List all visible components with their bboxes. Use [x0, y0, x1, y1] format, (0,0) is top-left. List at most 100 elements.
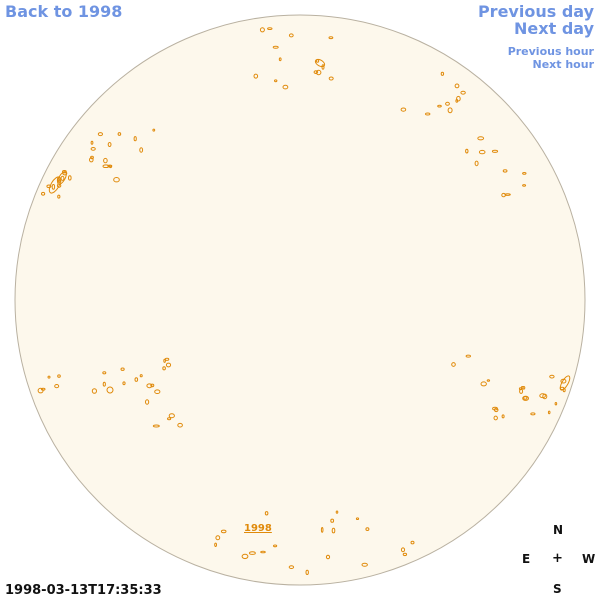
- magnetic-feature: [260, 550, 266, 554]
- magnetic-feature: [134, 377, 139, 382]
- magnetic-feature: [220, 529, 227, 534]
- magnetic-feature: [57, 194, 61, 199]
- compass-north-label: N: [553, 523, 564, 537]
- magnetic-feature: [113, 177, 120, 183]
- next-hour-link[interactable]: Next hour: [532, 58, 595, 71]
- magnetic-feature: [133, 136, 137, 142]
- compass-west-label: W: [582, 552, 596, 566]
- magnetic-feature: [167, 417, 172, 421]
- magnetic-feature: [253, 73, 259, 79]
- magnetic-feature: [314, 58, 326, 68]
- magnetic-feature: [37, 387, 44, 394]
- magnetic-feature: [465, 354, 471, 358]
- magnetic-feature: [330, 518, 335, 523]
- magnetic-feature: [547, 410, 551, 415]
- magnetic-feature: [365, 527, 370, 531]
- magnetic-feature: [331, 527, 336, 534]
- magnetic-feature: [57, 374, 61, 378]
- magnetic-feature: [278, 57, 282, 62]
- magnetic-feature: [117, 132, 122, 136]
- magnetic-feature: [152, 424, 160, 428]
- magnetic-feature: [154, 389, 161, 395]
- magnetic-feature: [150, 383, 155, 388]
- compass-east-label: E: [522, 552, 531, 566]
- magnetic-feature: [400, 547, 406, 553]
- magnetic-feature: [273, 544, 278, 548]
- magnetic-feature: [454, 83, 460, 89]
- magnetic-feature: [177, 422, 183, 428]
- magnetic-feature: [305, 569, 309, 576]
- magnetic-feature: [474, 160, 479, 167]
- magnetic-feature: [60, 175, 65, 181]
- magnetic-feature: [465, 148, 469, 154]
- previous-day-link[interactable]: Previous day: [477, 2, 594, 21]
- magnetic-feature: [460, 90, 466, 95]
- magnetic-feature: [168, 413, 175, 419]
- magnetic-feature: [282, 84, 289, 90]
- magnetic-feature: [491, 149, 499, 153]
- magnetic-feature: [410, 540, 415, 545]
- magnetic-feature: [320, 527, 324, 533]
- magnetic-feature: [402, 552, 408, 557]
- magnetic-feature: [335, 510, 339, 514]
- magnetic-feature: [313, 70, 319, 74]
- magnetic-feature: [559, 375, 571, 391]
- magnetic-feature: [90, 147, 96, 151]
- magnetic-feature: [215, 535, 221, 541]
- magnetic-feature: [139, 374, 143, 378]
- magnetic-feature: [41, 191, 46, 196]
- previous-hour-link[interactable]: Previous hour: [507, 45, 594, 58]
- magnetic-feature: [91, 388, 98, 394]
- next-day-link[interactable]: Next day: [514, 19, 594, 38]
- magnetic-feature: [539, 393, 546, 399]
- magnetic-feature: [165, 362, 172, 368]
- magnetic-contours: [37, 27, 571, 576]
- disk-year-link[interactable]: 1998: [244, 523, 272, 534]
- magnetic-feature: [259, 27, 265, 33]
- magnetic-feature: [102, 371, 107, 375]
- magnetic-feature: [361, 562, 368, 567]
- magnetic-feature: [120, 367, 125, 371]
- magnetic-feature: [51, 184, 56, 190]
- observation-timestamp: 1998-03-13T17:35:33: [5, 583, 162, 598]
- magnetic-feature: [162, 366, 166, 371]
- magnetic-feature: [328, 36, 334, 40]
- magnetic-feature: [549, 374, 555, 379]
- magnetic-feature: [89, 157, 94, 163]
- magnetic-feature: [522, 395, 529, 401]
- magnetic-feature: [106, 386, 114, 394]
- magnetic-feature: [163, 358, 166, 363]
- magnetic-feature: [146, 383, 153, 389]
- magnetic-feature: [54, 384, 60, 389]
- magnetic-feature: [325, 554, 331, 560]
- magnetic-feature: [152, 128, 156, 132]
- solar-disk: [14, 14, 586, 586]
- magnetic-feature: [315, 69, 322, 76]
- magnetic-feature: [103, 157, 108, 164]
- magnetic-feature: [355, 517, 360, 521]
- magnetic-feature: [437, 104, 442, 108]
- compass-south-label: S: [553, 582, 562, 596]
- magnetic-feature: [501, 414, 505, 419]
- magnetic-feature: [102, 381, 106, 387]
- magnetic-feature: [122, 381, 126, 386]
- magnetic-feature: [478, 149, 486, 155]
- compass-center-icon: +: [552, 551, 563, 566]
- magnetic-feature: [522, 184, 527, 187]
- magnetic-feature: [47, 375, 51, 379]
- magnetic-feature: [241, 553, 249, 560]
- magnetic-feature: [447, 107, 453, 114]
- magnetic-feature: [455, 99, 459, 103]
- magnetic-feature: [90, 140, 94, 145]
- magnetic-feature: [477, 136, 485, 141]
- back-to-year-link[interactable]: Back to 1998: [5, 2, 123, 21]
- magnetic-feature: [68, 175, 72, 181]
- magnetic-feature: [57, 171, 67, 185]
- magnetic-feature: [530, 412, 536, 416]
- magnetic-feature: [264, 511, 269, 516]
- magnetic-feature: [40, 387, 46, 391]
- magnetic-feature: [493, 415, 498, 421]
- magnetic-feature: [400, 107, 407, 112]
- magnetic-feature: [456, 95, 461, 102]
